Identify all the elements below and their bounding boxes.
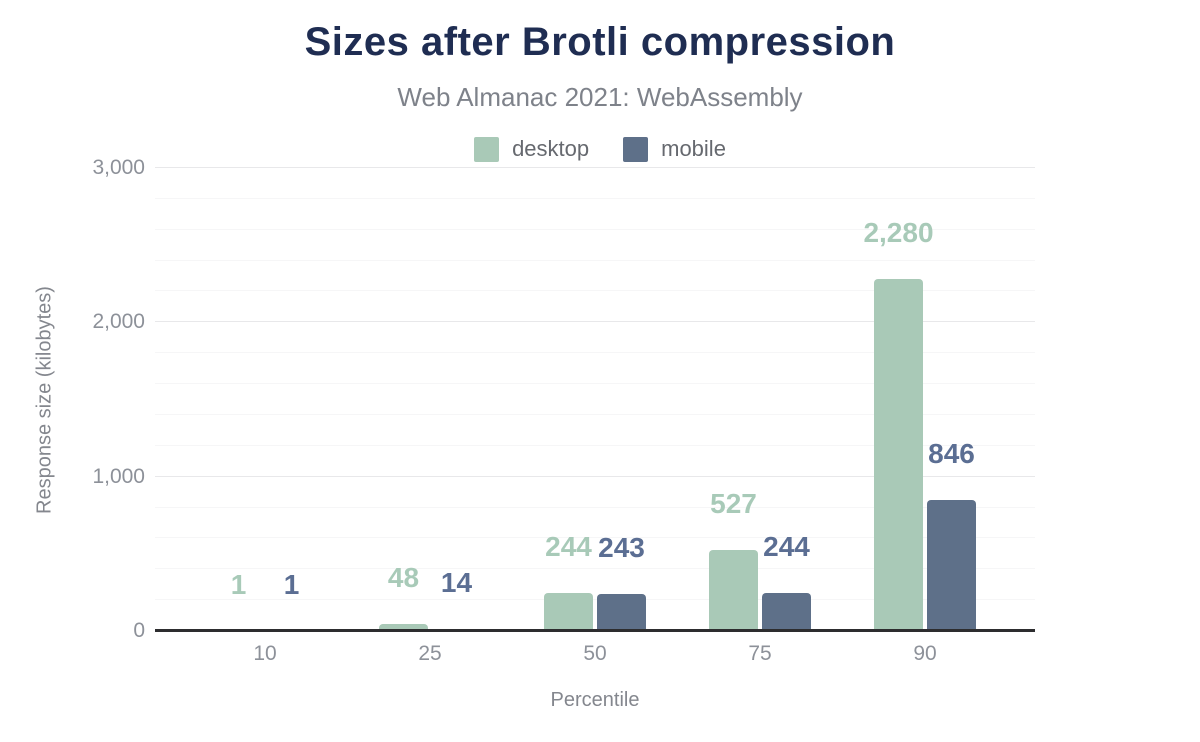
legend-swatch-mobile <box>623 136 649 162</box>
legend: desktop mobile <box>0 136 1200 162</box>
minor-gridline-1400 <box>155 413 1035 415</box>
x-tick-label-25: 25 <box>418 642 442 665</box>
minor-gridline-1200 <box>155 444 1035 446</box>
y-tick-label-3000: 3,000 <box>92 156 145 179</box>
legend-label-mobile: mobile <box>661 136 726 161</box>
y-tick-label-2000: 2,000 <box>92 310 145 334</box>
minor-gridline-200 <box>155 599 1035 601</box>
major-gridline-1000 <box>155 475 1035 477</box>
minor-gridline-1800 <box>155 352 1035 354</box>
bar-label-mobile-p25: 14 <box>440 566 473 598</box>
bar-label-desktop-p10: 1 <box>230 568 247 600</box>
y-tick-label-1000: 1,000 <box>92 464 145 488</box>
bar-mobile-p50 <box>597 593 646 631</box>
x-tick-label-90: 90 <box>913 642 937 665</box>
plot-area: 0 1,000 2,000 3,000 1 1 10 48 14 25 244 243 50 527 244… <box>92 156 1035 665</box>
x-tick-label-10: 10 <box>253 642 277 665</box>
bar-label-mobile-p75: 244 <box>763 531 810 563</box>
x-axis-line <box>155 629 1035 632</box>
minor-gridline-2600 <box>155 228 1035 230</box>
y-axis-title: Response size (kilobytes) <box>33 286 56 514</box>
minor-gridline-1600 <box>155 383 1035 385</box>
bar-desktop-p90 <box>874 279 923 631</box>
legend-swatch-desktop <box>474 136 500 162</box>
minor-gridline-2800 <box>155 197 1035 199</box>
major-gridline-3000 <box>155 167 1035 168</box>
minor-gridline-600 <box>155 537 1035 539</box>
major-gridline-2000 <box>155 321 1035 323</box>
bar-label-desktop-p25: 48 <box>387 561 420 593</box>
bar-label-mobile-p50: 243 <box>598 531 645 563</box>
minor-gridline-2400 <box>155 259 1035 261</box>
bar-label-desktop-p50: 244 <box>545 531 592 563</box>
bar-desktop-p25 <box>379 623 428 631</box>
legend-item-mobile: mobile <box>623 136 726 162</box>
bar-label-desktop-p90: 2,280 <box>863 217 934 249</box>
bar-mobile-p90 <box>927 500 976 631</box>
bar-label-mobile-p10: 1 <box>283 568 300 600</box>
bar-label-mobile-p90: 846 <box>928 438 975 470</box>
bar-mobile-p75 <box>762 593 811 631</box>
bar-desktop-p75 <box>709 549 758 631</box>
bar-desktop-p50 <box>544 593 593 631</box>
bar-label-desktop-p75: 527 <box>710 487 757 519</box>
chart-subtitle: Web Almanac 2021: WebAssembly <box>397 82 803 112</box>
minor-gridline-800 <box>155 506 1035 508</box>
x-axis-title: Percentile <box>550 689 640 711</box>
minor-gridline-400 <box>155 568 1035 570</box>
legend-label-desktop: desktop <box>512 136 590 161</box>
y-tick-label-0: 0 <box>133 619 145 642</box>
legend-item-desktop: desktop <box>474 136 589 162</box>
x-tick-label-50: 50 <box>583 642 607 665</box>
minor-gridline-2200 <box>155 290 1035 292</box>
chart-title: Sizes after Brotli compression <box>304 20 896 64</box>
x-tick-label-75: 75 <box>748 642 772 665</box>
